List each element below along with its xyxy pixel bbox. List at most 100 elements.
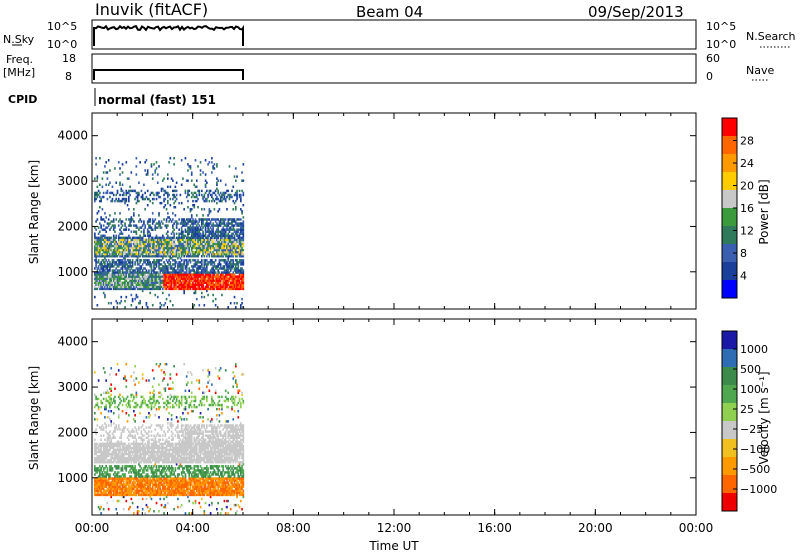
heatmap-cell: [207, 240, 209, 244]
heatmap-cell: [183, 224, 186, 227]
heatmap-cell: [221, 232, 223, 235]
heatmap-cell: [159, 452, 162, 456]
heatmap-cell: [207, 244, 209, 248]
heatmap-cell: [160, 269, 163, 272]
heatmap-cell: [155, 167, 158, 170]
heatmap-cell: [189, 287, 192, 291]
heatmap-cell: [155, 493, 158, 497]
heatmap-cell: [165, 208, 168, 211]
heatmap-cell: [227, 306, 230, 309]
heatmap-cell: [154, 475, 157, 478]
heatmap-cell: [131, 501, 134, 505]
heatmap-cell: [135, 430, 138, 433]
heatmap-cell: [198, 246, 201, 250]
heatmap-cell: [241, 248, 243, 252]
heatmap-cell: [127, 452, 130, 456]
heatmap-cell: [99, 281, 101, 284]
heatmap-cell: [140, 438, 143, 441]
heatmap-cell: [144, 273, 147, 276]
heatmap-cell: [175, 281, 178, 284]
heatmap-cell: [217, 277, 219, 280]
heatmap-cell: [221, 195, 223, 199]
heatmap-cell: [212, 218, 214, 221]
heatmap-cell: [120, 491, 123, 495]
heatmap-cell: [145, 301, 148, 305]
heatmap-cell: [242, 271, 245, 274]
heatmap-cell: [182, 263, 184, 266]
heatmap-cell: [197, 248, 199, 252]
heatmap-cell: [151, 369, 154, 372]
heatmap-cell: [115, 465, 118, 468]
heatmap-cell: [161, 291, 164, 295]
heatmap-cell: [188, 246, 191, 250]
heatmap-cell: [200, 269, 203, 272]
heatmap-cell: [146, 477, 149, 480]
heatmap-cell: [159, 240, 162, 244]
velocity-heatmap: [94, 363, 245, 515]
heatmap-cell: [208, 189, 211, 193]
heatmap-cell: [101, 454, 104, 458]
heatmap-cell: [129, 193, 131, 197]
heatmap-cell: [223, 242, 226, 246]
heatmap-cell: [121, 430, 124, 433]
heatmap-cell: [136, 281, 139, 284]
heatmap-cell: [121, 446, 124, 450]
heatmap-cell: [219, 242, 222, 246]
heatmap-cell: [122, 430, 125, 433]
heatmap-cell: [177, 263, 179, 266]
heatmap-cell: [172, 238, 174, 242]
heatmap-cell: [194, 222, 197, 225]
heatmap-cell: [227, 222, 230, 225]
heatmap-cell: [202, 214, 204, 217]
heatmap-cell: [109, 244, 111, 248]
heatmap-cell: [136, 263, 139, 266]
heatmap-cell: [154, 261, 157, 264]
heatmap-cell: [173, 263, 175, 266]
heatmap-cell: [94, 461, 96, 464]
heatmap-cell: [150, 424, 153, 427]
heatmap-cell: [153, 259, 155, 262]
heatmap-cell: [109, 228, 111, 231]
heatmap-cell: [149, 391, 152, 395]
heatmap-cell: [94, 412, 96, 415]
heatmap-cell: [185, 224, 188, 227]
heatmap-cell: [121, 467, 124, 470]
heatmap-cell: [156, 491, 159, 495]
heatmap-cell: [130, 497, 133, 501]
heatmap-cell: [140, 267, 143, 270]
heatmap-cell: [150, 275, 153, 278]
heatmap-cell: [208, 275, 211, 278]
heatmap-cell: [165, 248, 168, 252]
heatmap-cell: [241, 297, 243, 301]
heatmap-cell: [234, 259, 237, 262]
heatmap-cell: [173, 242, 175, 246]
heatmap-cell: [161, 246, 164, 250]
heatmap-cell: [130, 287, 133, 291]
heatmap-cell: [95, 191, 97, 195]
heatmap-cell: [231, 277, 233, 280]
heatmap-cell: [193, 304, 196, 307]
heatmap-cell: [153, 397, 155, 401]
heatmap-cell: [124, 250, 126, 254]
heatmap-cell: [232, 285, 235, 289]
heatmap-cell: [110, 444, 113, 448]
heatmap-cell: [133, 461, 135, 464]
heatmap-cell: [110, 489, 113, 493]
heatmap-cell: [203, 263, 206, 266]
heatmap-cell: [139, 485, 141, 488]
heatmap-cell: [109, 267, 111, 270]
heatmap-cell: [130, 252, 133, 256]
heatmap-cell: [133, 240, 135, 244]
heatmap-cell: [223, 197, 226, 201]
heatmap-cell: [174, 195, 177, 199]
heatmap-cell: [124, 299, 126, 303]
heatmap-cell: [219, 232, 222, 235]
heatmap-cell: [101, 491, 104, 495]
heatmap-cell: [241, 259, 243, 262]
heatmap-cell: [105, 479, 107, 482]
heatmap-cell: [130, 220, 133, 223]
heatmap-cell: [158, 191, 160, 195]
heatmap-cell: [242, 220, 245, 223]
heatmap-cell: [202, 171, 204, 174]
heatmap-cell: [177, 238, 179, 242]
